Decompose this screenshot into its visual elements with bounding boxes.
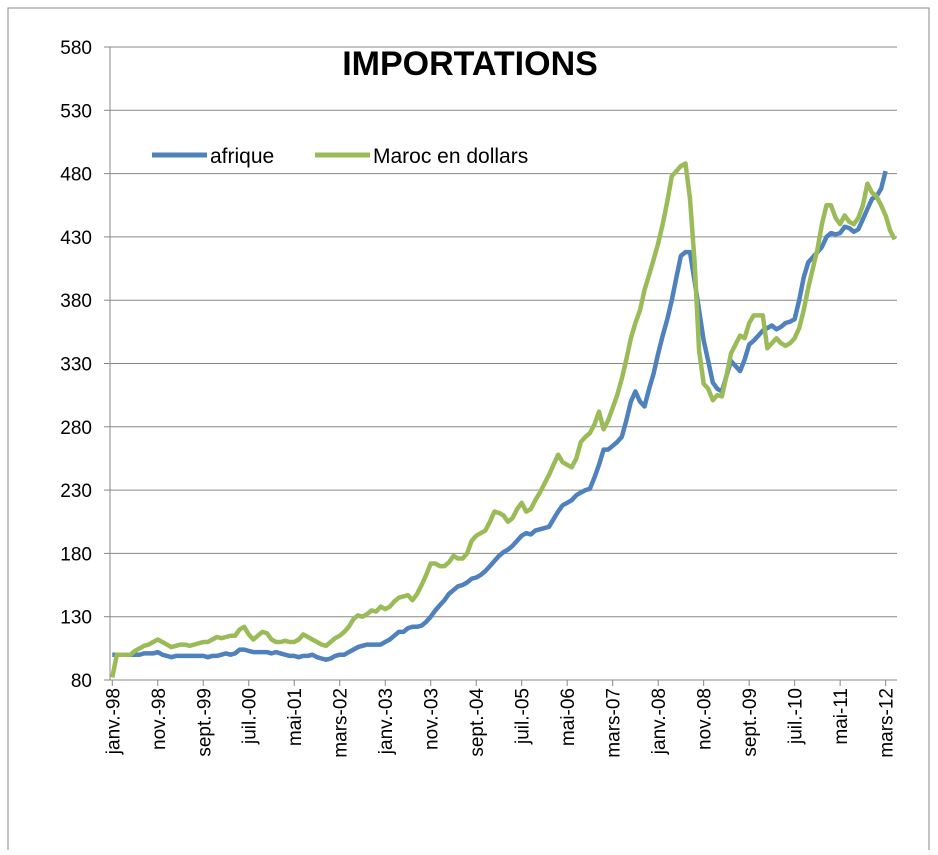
x-tick-label: nov.-98	[149, 688, 170, 750]
y-tick-label: 380	[60, 291, 92, 312]
series-line	[110, 161, 897, 678]
y-tick-label: 480	[60, 165, 92, 186]
y-tick-label: 180	[60, 544, 92, 565]
x-tick-label: sept.-09	[740, 688, 761, 757]
legend-label: Maroc en dollars	[373, 145, 528, 168]
x-tick-label: mars-12	[877, 688, 898, 758]
x-tick-label: mars-07	[604, 688, 625, 758]
y-tick-label: 130	[60, 608, 92, 629]
x-tick-label: nov.-08	[695, 688, 716, 750]
x-tick-label: juil.-00	[240, 688, 261, 745]
x-tick-label: janv.-08	[649, 688, 670, 755]
x-tick-label: sept.-99	[194, 688, 215, 757]
x-tick-label: mai-11	[831, 688, 852, 745]
y-tick-label: 580	[60, 38, 92, 59]
x-tick-label: mars-02	[331, 688, 352, 758]
x-tick-label: mai-01	[285, 688, 306, 746]
series-line	[112, 170, 888, 662]
x-tick-label: juil.-10	[786, 688, 807, 745]
legend-label: afrique	[210, 145, 274, 168]
x-tick-label: janv.-03	[376, 688, 397, 755]
chart-border	[7, 7, 930, 855]
x-tick-label: sept.-04	[467, 688, 488, 757]
y-tick-label: 280	[60, 418, 92, 439]
y-tick-label: 230	[60, 481, 92, 502]
y-tick-label: 330	[60, 355, 92, 376]
chart-title: IMPORTATIONS	[342, 45, 598, 83]
x-tick-label: janv.-98	[103, 688, 124, 755]
x-tick-label: mai-06	[558, 688, 579, 746]
x-tick-label: juil.-05	[513, 688, 534, 745]
y-tick-label: 80	[71, 671, 92, 692]
y-tick-label: 530	[60, 101, 92, 122]
y-tick-label: 430	[60, 228, 92, 249]
x-tick-label: nov.-03	[422, 688, 443, 750]
